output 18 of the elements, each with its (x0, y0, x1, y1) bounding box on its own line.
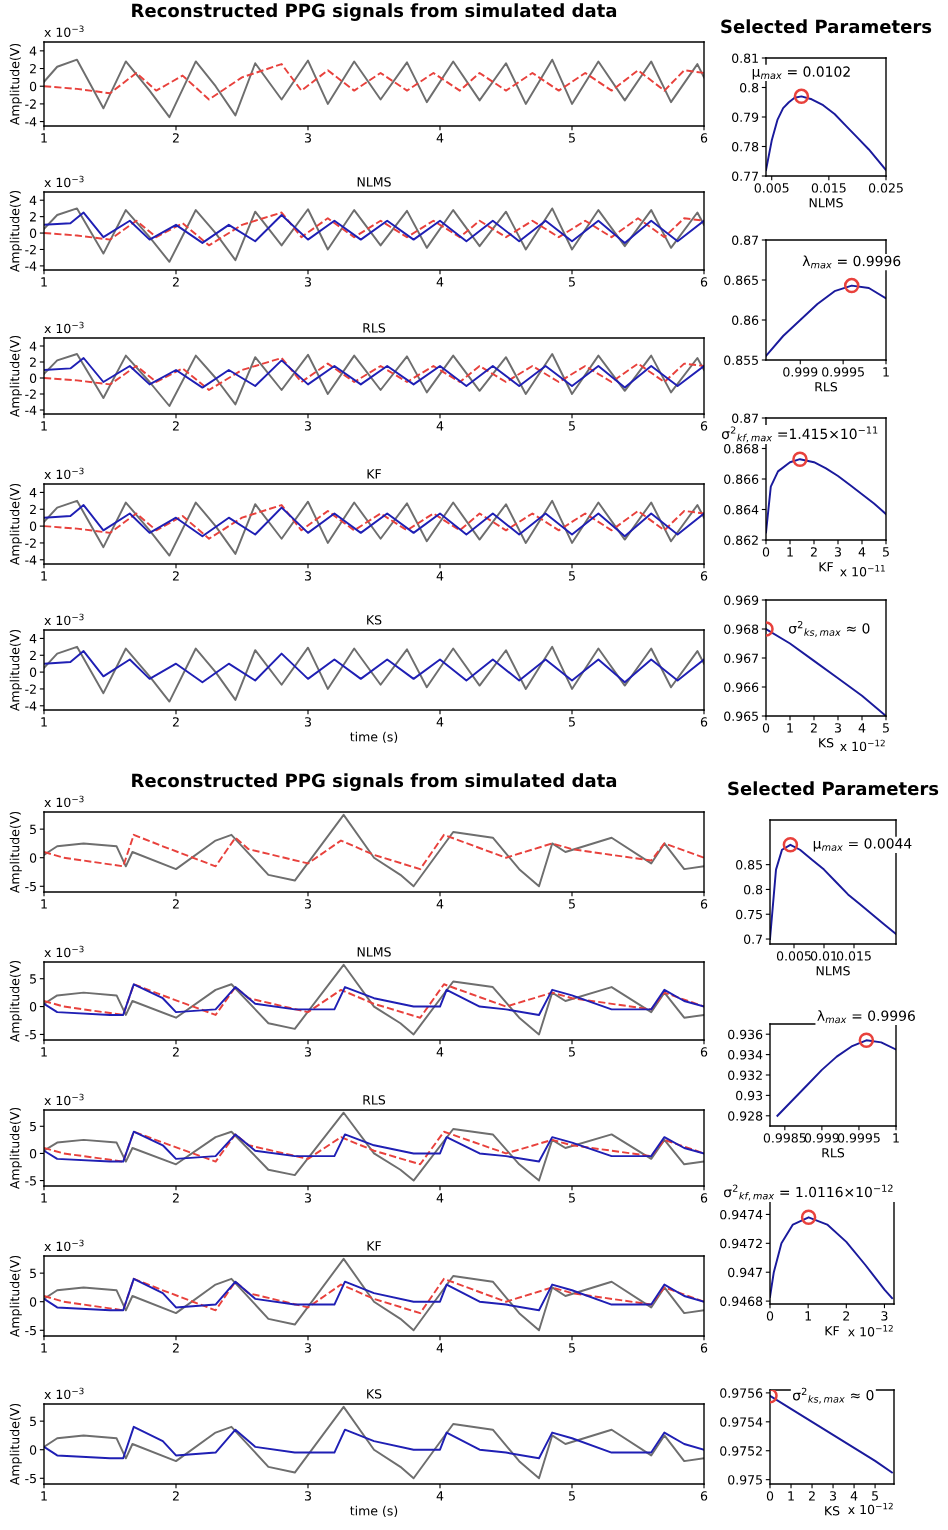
line-series (44, 645, 704, 703)
line-series (44, 499, 704, 557)
chart-title: Selected Parameters (728, 781, 939, 796)
line-series (44, 1405, 704, 1480)
line-series (44, 207, 704, 263)
line-series (44, 833, 704, 871)
line-series (44, 353, 704, 407)
line-series (44, 1425, 704, 1460)
line-series (44, 58, 704, 119)
chart-title: Reconstructed PPG signals from simulated data (132, 773, 617, 791)
line-series (44, 650, 704, 684)
chart-title: Selected Parameters (721, 19, 932, 34)
chart-title: Reconstructed PPG signals from simulated data (132, 3, 617, 21)
line-series (44, 1257, 704, 1332)
line-series (44, 813, 704, 888)
line-series (44, 63, 704, 101)
line-series (44, 963, 704, 1036)
line-series (44, 1111, 704, 1182)
